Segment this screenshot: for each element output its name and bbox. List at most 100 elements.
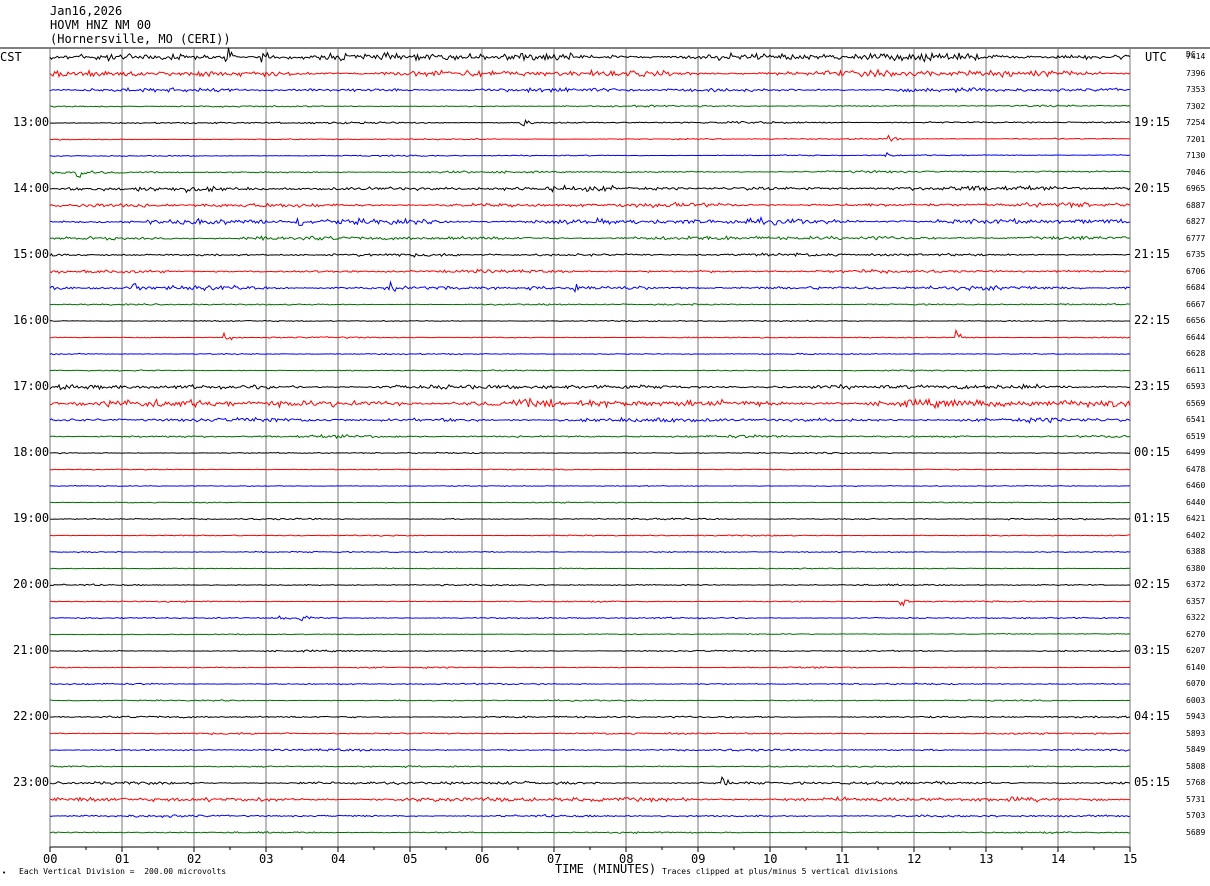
dc-offset-label: 6667 [1186, 299, 1206, 309]
dc-offset-label: 6887 [1186, 200, 1206, 210]
seismic-trace [49, 615, 1131, 622]
dc-offset-label: 6357 [1186, 596, 1206, 606]
clip-note: Traces clipped at plus/minus 5 vertical … [662, 867, 899, 876]
seismic-trace [49, 369, 1131, 372]
right-hour-label: 21:15 [1134, 247, 1171, 261]
dc-offset-label: 6569 [1186, 398, 1206, 408]
dc-offset-label: 5943 [1186, 712, 1206, 721]
seismic-trace [49, 550, 1131, 554]
seismic-trace [49, 151, 1131, 158]
seismic-trace [49, 830, 1131, 835]
seismic-trace [49, 184, 1131, 194]
seismic-trace [49, 396, 1131, 410]
seismic-trace [49, 352, 1131, 356]
seismic-trace [49, 665, 1131, 669]
dc-offset-label: 7353 [1186, 85, 1206, 94]
left-hour-label: 17:00 [13, 379, 50, 393]
seismic-trace [49, 86, 1131, 94]
seismic-trace [49, 715, 1131, 719]
seismic-trace [49, 583, 1131, 587]
seismic-trace [49, 252, 1131, 258]
dc-offset-label: 6735 [1186, 250, 1206, 259]
dc-offset-label: 6777 [1186, 233, 1206, 243]
dc-offset-label: 6965 [1186, 184, 1206, 193]
dc-offset-label: 6322 [1186, 613, 1206, 622]
dc-offset-label: 6380 [1186, 563, 1206, 573]
seismic-trace [49, 484, 1131, 488]
left-hour-label: 13:00 [13, 115, 50, 129]
dc-offset-label: 6478 [1186, 464, 1206, 474]
seismic-trace [49, 134, 1131, 142]
x-axis-title: TIME (MINUTES) [555, 862, 657, 876]
dc-column-label: DC [1186, 50, 1196, 59]
x-tick-label: 02 [187, 852, 202, 866]
right-hour-label: 04:15 [1134, 709, 1171, 723]
seismic-trace [49, 319, 1131, 323]
seismic-trace [49, 280, 1131, 294]
x-tick-label: 06 [475, 852, 490, 866]
x-tick-label: 13 [979, 852, 994, 866]
seismic-trace [49, 118, 1131, 127]
seismic-trace [49, 302, 1131, 306]
dc-offset-label: 5731 [1186, 794, 1206, 804]
seismic-trace [49, 416, 1131, 424]
seismic-trace [49, 68, 1131, 79]
dc-offset-label: 6593 [1186, 382, 1206, 391]
dc-offset-label: 5703 [1186, 811, 1206, 820]
dc-offset-label: 6519 [1186, 431, 1206, 441]
dc-offset-label: 6827 [1186, 217, 1206, 226]
x-tick-label: 12 [907, 852, 922, 866]
seismic-trace [49, 235, 1131, 242]
dc-offset-label: 7396 [1186, 68, 1206, 78]
seismic-trace [49, 567, 1131, 570]
seismic-trace [49, 764, 1131, 769]
seismic-trace [49, 383, 1131, 391]
x-tick-label: 14 [1051, 852, 1066, 866]
seismic-trace [49, 169, 1131, 179]
seismic-trace [49, 433, 1131, 440]
dc-offset-label: 6611 [1186, 365, 1206, 375]
left-hour-label: 22:00 [13, 709, 50, 723]
dc-offset-label: 6207 [1186, 646, 1206, 655]
x-tick-label: 03 [259, 852, 274, 866]
dc-offset-label: 6270 [1186, 629, 1206, 639]
dc-offset-label: 6003 [1186, 695, 1206, 705]
seismic-trace [49, 501, 1131, 504]
dc-offset-label: 6644 [1186, 332, 1206, 342]
dc-offset-label: 6541 [1186, 415, 1206, 424]
left-hour-label: 16:00 [13, 313, 50, 327]
dc-offset-label: 6684 [1186, 283, 1206, 292]
location-label: (Hornersville, MO (CERI)) [50, 32, 231, 46]
dc-offset-label: 5768 [1186, 778, 1206, 787]
seismic-trace [49, 776, 1131, 786]
right-hour-label: 19:15 [1134, 115, 1171, 129]
dc-offset-label: 6070 [1186, 679, 1206, 688]
left-hour-label: 14:00 [13, 181, 50, 195]
date-label: Jan16,2026 [50, 4, 123, 18]
dc-offset-label: 6628 [1186, 349, 1206, 358]
dc-offset-label: 6656 [1186, 316, 1206, 325]
seismic-trace [49, 699, 1131, 702]
dc-offset-label: 6499 [1186, 448, 1206, 457]
dc-offset-label: 7201 [1186, 134, 1206, 144]
seismic-trace [49, 534, 1131, 537]
dc-offset-label: 7414 [1186, 52, 1206, 61]
dc-offset-label: 7046 [1186, 167, 1206, 177]
dc-offset-label: 6140 [1186, 662, 1206, 672]
seismic-trace [49, 649, 1131, 653]
seismic-trace [49, 795, 1131, 803]
right-hour-label: 23:15 [1134, 379, 1171, 393]
left-timezone-label: CST [0, 50, 22, 64]
seismic-trace [49, 731, 1131, 736]
dc-offset-label: 5689 [1186, 827, 1206, 837]
dc-offset-label: 6388 [1186, 547, 1206, 556]
x-tick-label: 15 [1123, 852, 1138, 866]
x-tick-label: 10 [763, 852, 778, 866]
left-hour-label: 19:00 [13, 511, 50, 525]
x-tick-label: 01 [115, 852, 130, 866]
right-hour-label: 22:15 [1134, 313, 1171, 327]
seismic-trace [49, 599, 1131, 607]
right-hour-label: 03:15 [1134, 643, 1171, 657]
corner-mark: • [2, 869, 7, 877]
